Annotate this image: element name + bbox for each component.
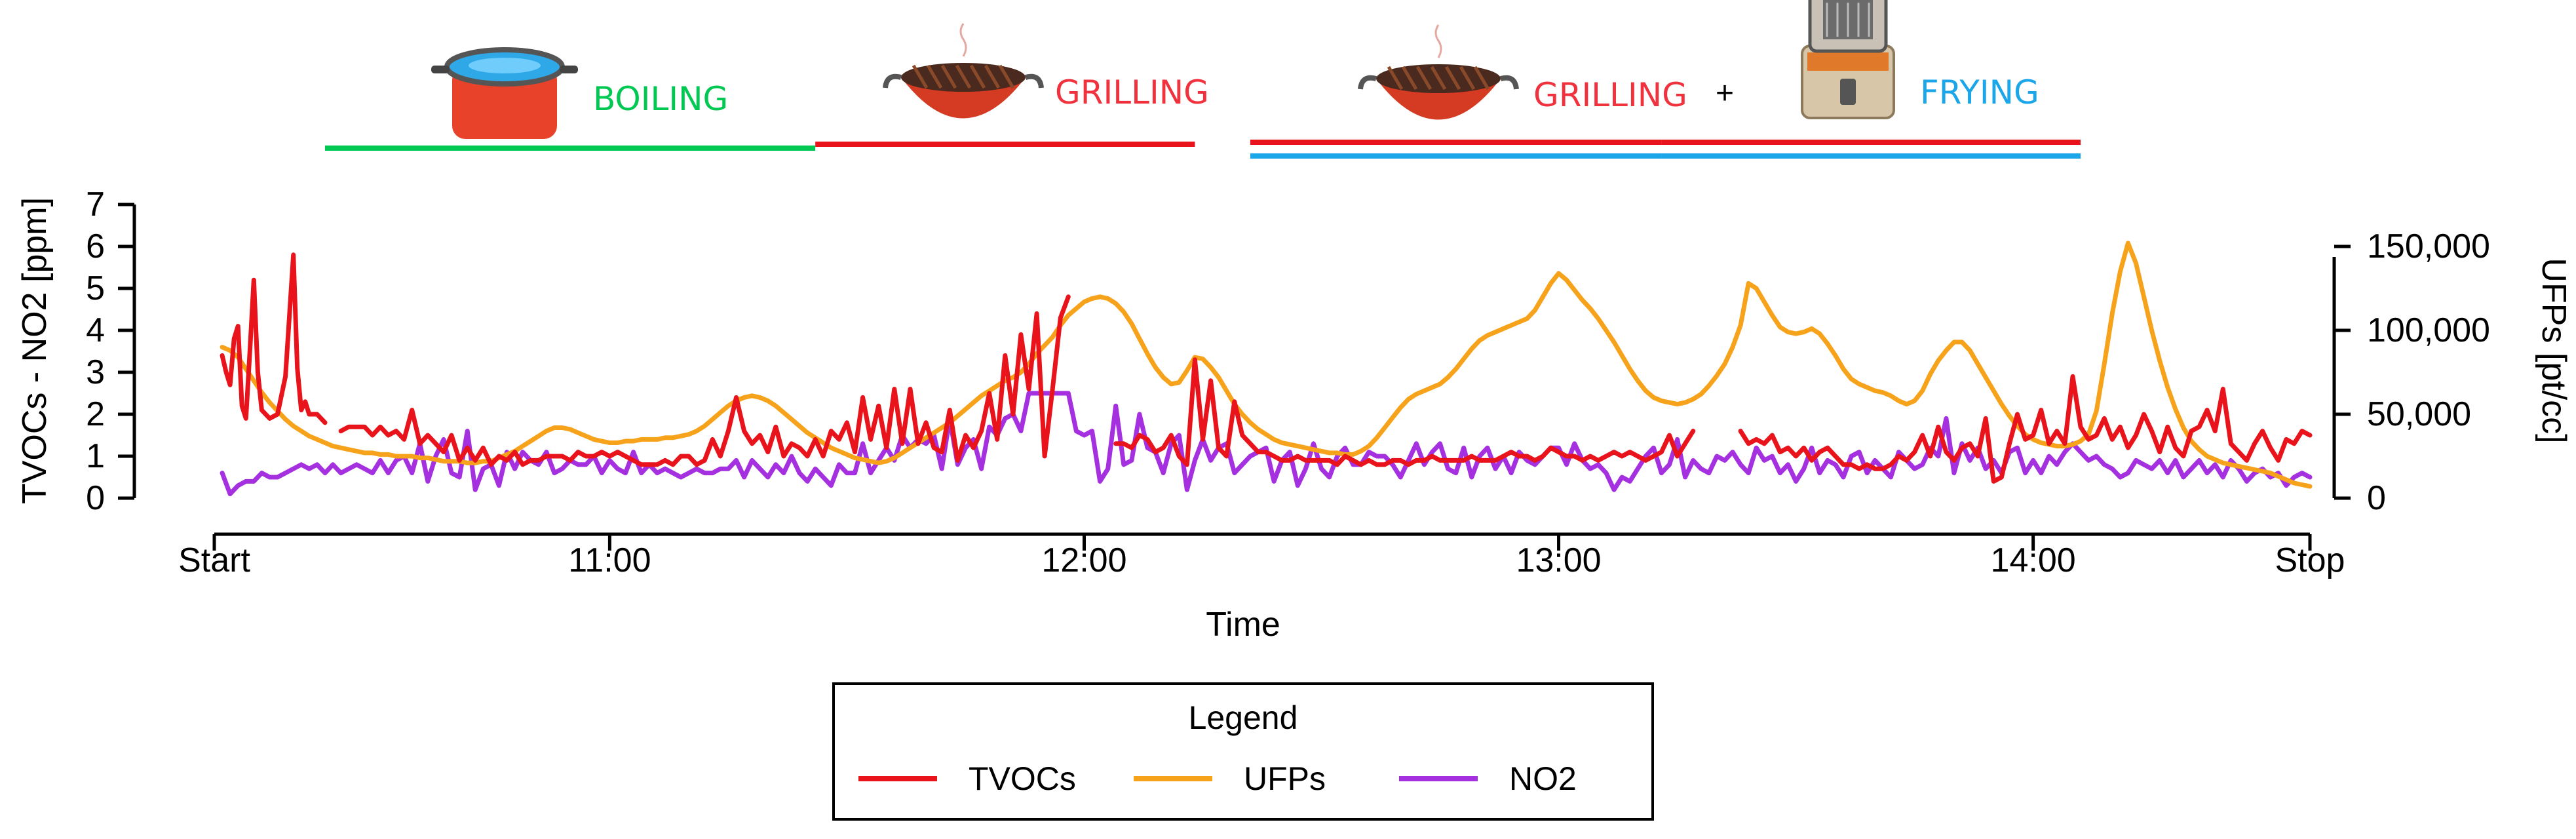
series-line-tvocs [1113, 357, 1696, 467]
grill-mark [969, 64, 986, 89]
series-line-tvocs [220, 252, 328, 425]
legend-title: Legend [1189, 699, 1298, 736]
grill-mark [984, 64, 1001, 89]
activity-combiner: + [1716, 76, 1734, 111]
left-y-axis-title: TVOCs - NO2 [ppm] [16, 197, 54, 504]
x-tick-label: 14:00 [1991, 541, 2076, 579]
plot-area [220, 241, 2313, 497]
water-highlight [469, 58, 541, 73]
pan-handle-left [1358, 75, 1377, 90]
legend-label-no2: NO2 [1509, 760, 1577, 797]
grill-mark [955, 64, 972, 89]
x-axis-title: Time [1206, 606, 1280, 644]
activity-label: BOILING [593, 80, 728, 118]
grill-mark [1415, 66, 1432, 90]
legend-label-ufps: UFPs [1244, 760, 1326, 797]
series-line-tvocs [1738, 374, 2313, 484]
deep-fryer-icon [1801, 0, 1895, 119]
left-y-tick-label: 4 [86, 311, 105, 349]
activity-boiling-0: BOILING [324, 47, 816, 151]
activity-label: GRILLING [1533, 76, 1687, 114]
legend-label-tvocs: TVOCs [969, 760, 1076, 797]
fryer-oil [1807, 52, 1889, 71]
pan-handle-right [1499, 75, 1519, 90]
grill-mark [1401, 66, 1418, 90]
x-tick-label: Start [178, 541, 250, 579]
left-y-tick-label: 0 [86, 479, 105, 517]
left-y-tick-label: 1 [86, 437, 105, 475]
grill-pan-icon [883, 23, 1044, 119]
boiling-pot-icon [431, 47, 578, 139]
right-y-tick-label: 50,000 [2367, 395, 2471, 433]
grill-mark [1430, 66, 1447, 90]
fryer-handle [1840, 79, 1856, 105]
x-tick-label: 12:00 [1041, 541, 1126, 579]
left-y-tick-label: 2 [86, 395, 105, 433]
x-tick-label: Stop [2275, 541, 2345, 579]
series-line-tvocs [338, 294, 1071, 467]
legend-items: TVOCs UFPs NO2 [858, 760, 1577, 797]
activity-grilling-1: GRILLING [815, 23, 1209, 147]
axes: 0 1 2 3 4 5 67 0 50,000 100,000 150,000 Start 11:00 1… [86, 185, 2490, 579]
grill-mark [1459, 66, 1476, 90]
left-y-tick-label: 7 [86, 185, 105, 224]
left-y-tick-label: 5 [86, 269, 105, 307]
left-y-tick-label: 6 [86, 227, 105, 265]
grill-mark [1444, 66, 1461, 90]
right-y-tick-label: 150,000 [2367, 227, 2490, 265]
pot-body [452, 67, 557, 139]
right-y-tick-label: 0 [2367, 479, 2386, 517]
x-tick-label: 11:00 [568, 541, 651, 579]
grill-mark [926, 64, 943, 89]
grill-mark [940, 64, 957, 89]
right-y-axis-title: UFPs [pt/cc] [2535, 258, 2573, 443]
activity-grilling-2: GRILLING [1250, 24, 1687, 159]
steam-wisp [1434, 24, 1442, 58]
grill-mark [912, 64, 929, 89]
pot-handle-right [560, 66, 578, 73]
activity-strip: BOILING GRILLING GRILLING FRYING + [324, 0, 2081, 159]
activity-frying-3: FRYING [1661, 0, 2081, 159]
grill-mark [998, 64, 1015, 89]
activity-label: FRYING [1920, 73, 2039, 111]
legend: Legend TVOCs UFPs NO2 [832, 682, 1654, 821]
grill-pan-icon [1358, 24, 1519, 120]
legend-box [832, 682, 1654, 821]
pan-handle-left [883, 73, 902, 88]
grill-mark [1387, 66, 1404, 90]
pan-handle-right [1024, 73, 1044, 88]
pot-handle-left [431, 66, 450, 73]
x-tick-label: 13:00 [1516, 541, 1601, 579]
steam-wisp [959, 23, 967, 57]
left-y-tick-label: 3 [86, 353, 105, 391]
grill-mark [1473, 66, 1490, 90]
right-y-tick-label: 100,000 [2367, 311, 2490, 349]
series-line-ufps [220, 241, 2313, 489]
activity-label: GRILLING [1055, 73, 1209, 111]
